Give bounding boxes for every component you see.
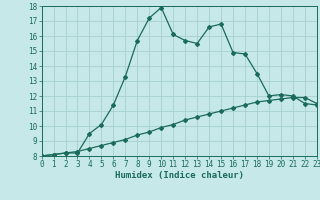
- X-axis label: Humidex (Indice chaleur): Humidex (Indice chaleur): [115, 171, 244, 180]
